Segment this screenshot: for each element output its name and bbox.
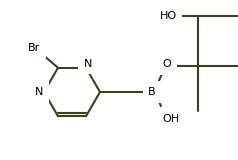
Text: B: B <box>148 87 156 97</box>
Text: HO: HO <box>159 11 177 21</box>
Text: N: N <box>35 87 43 97</box>
Text: Br: Br <box>28 43 40 53</box>
Text: OH: OH <box>163 114 179 124</box>
Text: O: O <box>163 59 171 69</box>
Text: N: N <box>84 59 92 69</box>
